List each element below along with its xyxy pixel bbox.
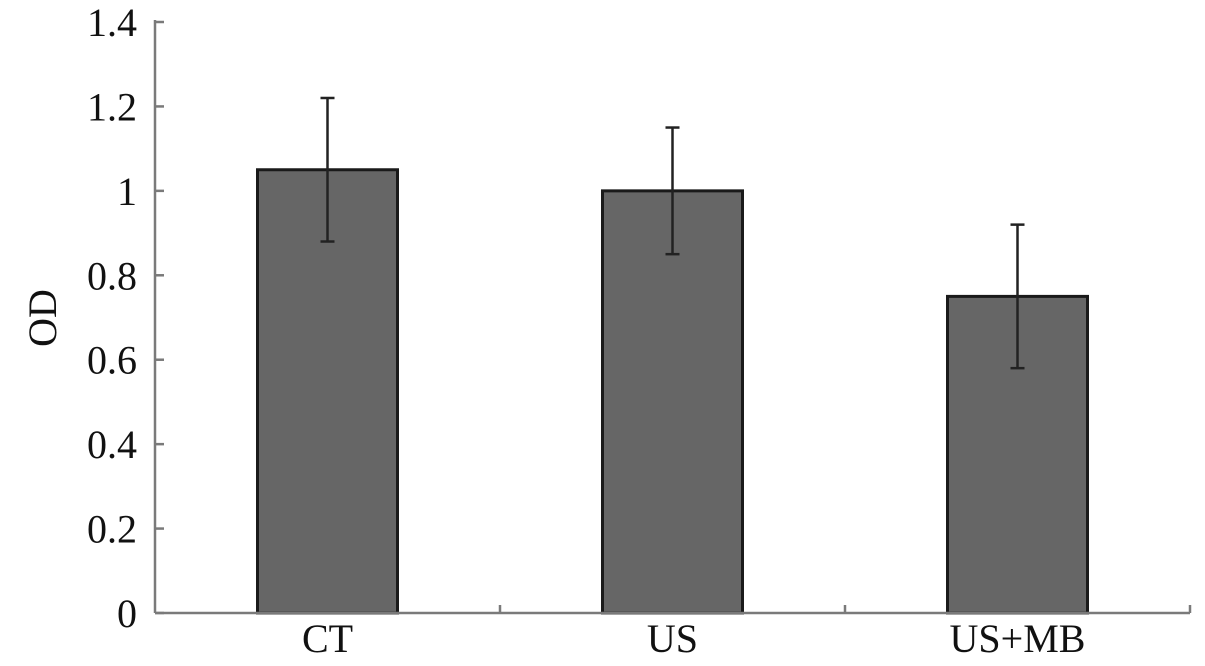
x-tick-label: US — [647, 616, 698, 661]
y-tick-label: 1.4 — [87, 0, 137, 45]
x-tick-label: CT — [302, 616, 353, 661]
y-tick-label: 0.6 — [87, 338, 137, 383]
bar-ct — [256, 168, 399, 615]
y-axis-label: OD — [20, 289, 65, 347]
bar-us — [601, 189, 744, 615]
axes — [153, 20, 1192, 615]
y-tick-label: 0.4 — [87, 422, 137, 467]
y-tick-label: 1.2 — [87, 84, 137, 129]
error-bar-us-mb — [1010, 223, 1025, 370]
error-bar-us — [665, 126, 680, 256]
x-tick-label: US+MB — [950, 616, 1086, 661]
y-tick-label: 0.2 — [87, 507, 137, 552]
y-tick-label: 1 — [117, 169, 137, 214]
y-tick-label: 0.8 — [87, 253, 137, 298]
error-bar-ct — [320, 96, 335, 243]
y-tick-label: 0 — [117, 591, 137, 636]
